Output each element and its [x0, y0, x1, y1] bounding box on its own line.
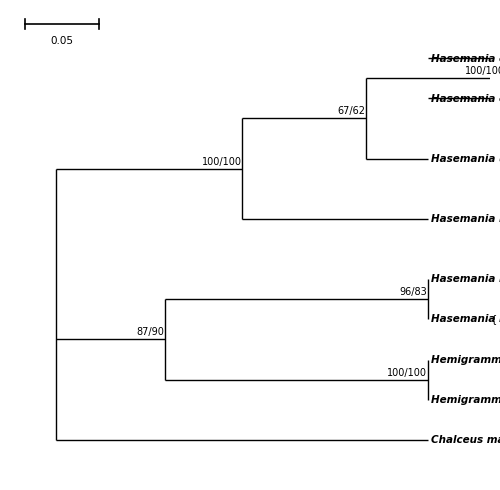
Text: Hasemania crenuchoides (2): Hasemania crenuchoides (2) [431, 93, 500, 103]
Text: Chalceus macrolepidotus: Chalceus macrolepidotus [431, 435, 500, 445]
Text: 100/100: 100/100 [202, 157, 241, 167]
Text: 67/62: 67/62 [338, 106, 365, 116]
Text: Hasemania kalunga: Hasemania kalunga [431, 214, 500, 224]
Text: 96/83: 96/83 [400, 287, 427, 297]
Text: 0.05: 0.05 [51, 36, 74, 46]
Text: 100/100: 100/100 [388, 368, 428, 378]
Text: 100/100: 100/100 [464, 66, 500, 76]
Text: 87/90: 87/90 [136, 327, 164, 338]
Text: Hasemania uberaba: Hasemania uberaba [431, 153, 500, 164]
Text: Hasemania crenuchoides (1): Hasemania crenuchoides (1) [431, 53, 500, 63]
Text: Hemigrammus erythrozonus: Hemigrammus erythrozonus [431, 395, 500, 405]
Text: Hasemania hanseni: Hasemania hanseni [431, 274, 500, 284]
Text: { 50 m/sm: { 50 m/sm [491, 315, 500, 324]
Text: Hemigrammus marginatus: Hemigrammus marginatus [431, 355, 500, 365]
Text: Hasemania nana: Hasemania nana [431, 315, 500, 324]
